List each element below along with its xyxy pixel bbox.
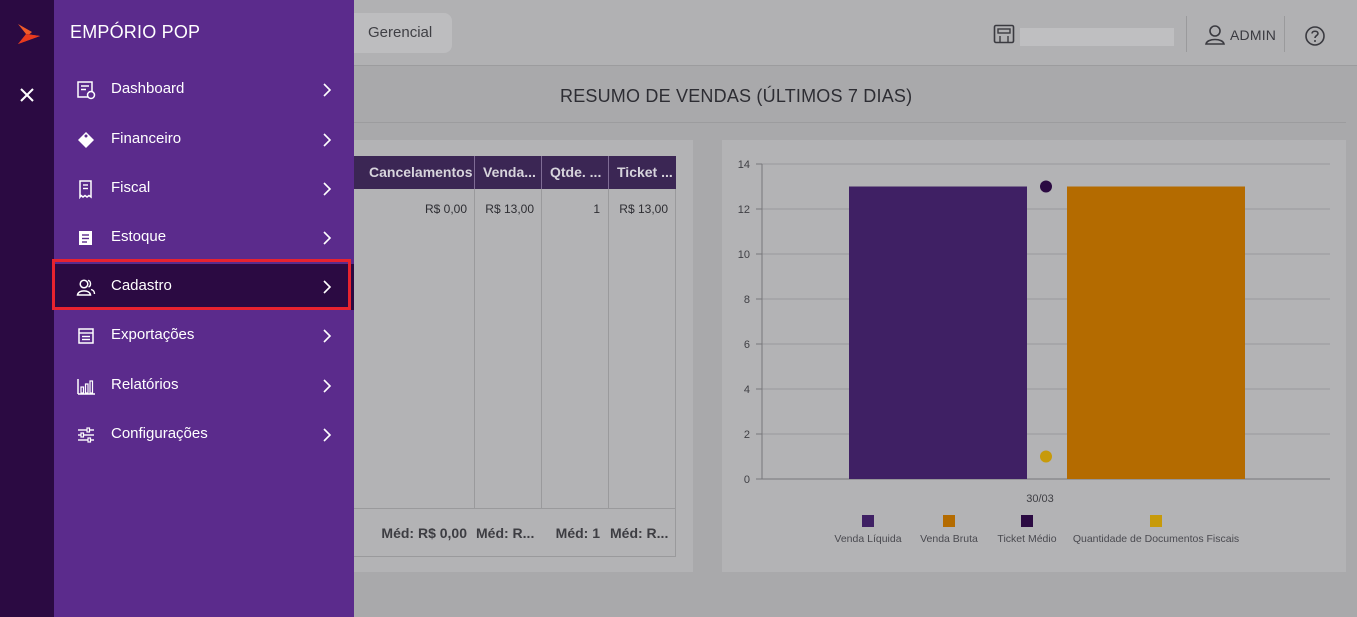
bar-venda-bruta bbox=[1067, 186, 1245, 479]
left-rail bbox=[0, 0, 54, 617]
tag-icon bbox=[78, 132, 94, 148]
y-tick-label: 10 bbox=[738, 249, 750, 261]
menu-highlight-outline bbox=[52, 259, 351, 310]
menu-item-cadastro[interactable]: Cadastro bbox=[54, 264, 354, 310]
column-header-ticket[interactable]: Ticket ... bbox=[608, 156, 676, 189]
table-body bbox=[354, 189, 676, 557]
topbar-divider bbox=[1186, 16, 1187, 52]
export-icon bbox=[78, 328, 94, 344]
y-tick-label: 2 bbox=[744, 429, 750, 441]
legend-swatch bbox=[862, 515, 874, 527]
app-logo-icon bbox=[18, 24, 40, 44]
legend-label: Quantidade de Documentos Fiscais bbox=[1073, 533, 1239, 545]
legend-swatch bbox=[943, 515, 955, 527]
menu-item-relatorios[interactable]: Relatórios bbox=[54, 363, 354, 409]
column-divider bbox=[541, 189, 542, 509]
sales-table-card: Cancelamentos Venda... Qtde. ... Ticket … bbox=[354, 140, 693, 572]
table-cell: R$ 0,00 bbox=[424, 202, 467, 216]
menu-item-label: Estoque bbox=[111, 228, 167, 245]
close-icon[interactable] bbox=[16, 84, 38, 106]
chevron-right-icon bbox=[323, 280, 332, 294]
dashboard-icon bbox=[77, 81, 96, 100]
legend-swatch bbox=[1150, 515, 1162, 527]
menu-item-dashboard[interactable]: Dashboard bbox=[54, 67, 354, 113]
table-cell: R$ 13,00 bbox=[485, 202, 534, 216]
receipt-icon bbox=[79, 180, 92, 199]
chevron-right-icon bbox=[323, 379, 332, 393]
y-tick-label: 12 bbox=[738, 204, 750, 216]
menu-item-configuracoes[interactable]: Configurações bbox=[54, 412, 354, 458]
box-icon bbox=[79, 231, 92, 245]
menu-item-label: Fiscal bbox=[111, 179, 151, 196]
legend-swatch bbox=[1021, 515, 1033, 527]
user-icon[interactable] bbox=[1204, 24, 1226, 46]
legend-label: Venda Bruta bbox=[920, 533, 978, 545]
tab-gerencial-label: Gerencial bbox=[368, 24, 433, 41]
help-icon[interactable] bbox=[1304, 25, 1326, 47]
legend-label: Ticket Médio bbox=[997, 533, 1056, 545]
table-footer-cell: Méd: R... bbox=[476, 525, 535, 541]
menu-item-fiscal[interactable]: Fiscal bbox=[54, 166, 354, 212]
y-tick-label: 6 bbox=[744, 339, 750, 351]
column-header-qtde[interactable]: Qtde. ... bbox=[541, 156, 608, 189]
chevron-right-icon bbox=[323, 83, 332, 97]
legend-label: Venda Líquida bbox=[834, 533, 901, 545]
point-quantidade-de-documentos-fiscais bbox=[1040, 450, 1052, 463]
menu-item-label: Relatórios bbox=[111, 376, 179, 393]
table-cell: R$ 13,00 bbox=[619, 202, 668, 216]
menu-item-exportacoes[interactable]: Exportações bbox=[54, 313, 354, 359]
table-footer-cell: Méd: R... bbox=[610, 525, 669, 541]
chevron-right-icon bbox=[323, 428, 332, 442]
y-tick-label: 0 bbox=[744, 474, 750, 486]
table-footer-divider bbox=[354, 508, 676, 509]
y-tick-label: 8 bbox=[744, 294, 750, 306]
chevron-right-icon bbox=[323, 231, 332, 245]
column-header-venda[interactable]: Venda... bbox=[474, 156, 541, 189]
menu-item-label: Configurações bbox=[111, 425, 208, 442]
menu-item-label: Exportações bbox=[111, 326, 195, 343]
menu-item-financeiro[interactable]: Financeiro bbox=[54, 117, 354, 163]
column-header-cancelamentos[interactable]: Cancelamentos bbox=[369, 164, 473, 180]
page-title: RESUMO DE VENDAS (ÚLTIMOS 7 DIAS) bbox=[560, 86, 913, 106]
title-divider bbox=[354, 122, 1346, 123]
y-tick-label: 4 bbox=[744, 384, 750, 396]
user-name[interactable]: ADMIN bbox=[1230, 27, 1277, 43]
tab-gerencial[interactable]: Gerencial bbox=[340, 13, 452, 53]
sales-chart-card: 0 2 4 6 8 10 12 14 30/03 Venda Líquida Venda Bruta… bbox=[722, 140, 1346, 572]
point-ticket-m-dio bbox=[1040, 180, 1052, 193]
table-cell: 1 bbox=[593, 202, 600, 216]
menu-item-label: Dashboard bbox=[111, 80, 185, 97]
table-footer-cell: Méd: 1 bbox=[555, 525, 600, 541]
store-selector-field[interactable] bbox=[1020, 28, 1174, 46]
users-icon bbox=[76, 279, 96, 296]
sales-chart: 0 2 4 6 8 10 12 14 30/03 Venda Líquida Venda Bruta… bbox=[738, 159, 1330, 545]
store-icon[interactable] bbox=[993, 24, 1015, 44]
column-divider bbox=[474, 189, 475, 509]
brand-name: EMPÓRIO POP bbox=[70, 22, 201, 42]
top-bar bbox=[354, 0, 1357, 66]
menu-item-estoque[interactable]: Estoque bbox=[54, 215, 354, 261]
sliders-icon bbox=[78, 427, 94, 443]
x-tick-label: 30/03 bbox=[1026, 493, 1054, 505]
column-divider bbox=[608, 189, 609, 509]
topbar-divider bbox=[1284, 16, 1285, 52]
chevron-right-icon bbox=[323, 133, 332, 147]
menu-item-label: Financeiro bbox=[111, 130, 182, 147]
table-header: Cancelamentos Venda... Qtde. ... Ticket … bbox=[354, 156, 676, 189]
chevron-right-icon bbox=[323, 329, 332, 343]
menu-item-label: Cadastro bbox=[111, 277, 172, 294]
bar-venda-l-quida bbox=[849, 186, 1027, 479]
bar-report-icon bbox=[77, 379, 95, 395]
chevron-right-icon bbox=[323, 182, 332, 196]
table-footer-cell: Méd: R$ 0,00 bbox=[381, 525, 467, 541]
y-tick-label: 14 bbox=[738, 159, 750, 171]
